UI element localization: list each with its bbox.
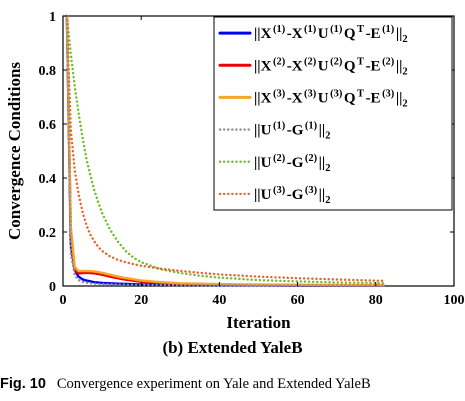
legend-text-part: (1) [382,24,395,35]
legend-text-part: -E [366,26,381,42]
convergence-chart: 0 20 40 60 80 100 0 0.2 0.4 0.6 0.8 1 Iteration Co… [5,10,465,332]
legend-text-part: Q [344,90,356,106]
legend-entry: ||U (3) -G (3) ||2 [254,185,330,206]
x-axis-ticks: 0 20 40 60 80 100 [60,16,465,308]
series-line-6 [65,14,385,283]
legend-text-part: ||U [254,155,272,171]
legend-entry: ||U (1) -G (1) ||2 [254,121,330,142]
legend-text-part: ||X [254,90,272,106]
legend-text-part: || [319,123,326,139]
legend-text-part: || [319,155,326,171]
legend-text-part: ||U [254,187,272,203]
legend-text-part: (1) [273,121,286,132]
legend-entry: ||X (1) -X (1) U (1) Q T -E (1) ||2 [254,24,408,45]
legend-text-part: (3) [273,185,286,196]
legend-text-part: 2 [325,131,330,142]
legend-text-part: -X [287,26,303,42]
legend-text-part: (3) [305,185,318,196]
legend: ||X (1) -X (1) U (1) Q T -E (1) ||2||X (2) -X (2) U (2)… [213,16,453,211]
y-tick-label: 1 [49,10,56,25]
legend-text-part: 2 [325,195,330,206]
x-tick-label: 60 [291,293,305,308]
x-axis-label: Iteration [226,313,291,332]
y-axis-ticks: 0 0.2 0.4 0.6 0.8 1 [39,10,454,295]
legend-text-part: -X [287,90,303,106]
x-tick-label: 0 [60,293,67,308]
y-tick-label: 0.8 [39,64,57,79]
legend-text-part: (3) [304,88,317,99]
x-tick-label: 20 [134,293,148,308]
legend-entry: ||X (2) -X (2) U (2) Q T -E (2) ||2 [254,56,408,77]
legend-text-part: T [357,24,364,35]
y-tick-label: 0.2 [39,226,57,241]
legend-text-part: 2 [402,34,407,45]
legend-text-part: 2 [402,66,407,77]
legend-box [213,16,453,211]
x-tick-label: 40 [212,293,226,308]
y-tick-label: 0.6 [39,118,57,133]
series-line-4 [65,14,385,287]
legend-text-part: -X [287,58,303,74]
legend-text-part: Q [344,26,356,42]
legend-entry: ||X (3) -X (3) U (3) Q T -E (3) ||2 [254,88,408,109]
plot-lines [65,14,385,287]
legend-text-part: || [396,90,403,106]
legend-text-part: (2) [382,56,395,67]
legend-text-part: -E [366,58,381,74]
legend-text-part: ||X [254,26,272,42]
legend-text-part: -G [287,155,304,171]
y-tick-label: 0 [49,280,56,295]
legend-text-part: ||U [254,123,272,139]
legend-text-part: (1) [304,24,317,35]
legend-text-part: || [319,187,326,203]
legend-text-part: (2) [273,56,286,67]
subfigure-caption: (b) Extended YaleB [162,338,303,357]
legend-text-part: (3) [382,88,395,99]
legend-text-part: (3) [273,88,286,99]
series-line-3 [65,14,385,287]
figure-caption: Fig. 10 Convergence experiment on Yale a… [0,376,465,393]
x-tick-label: 80 [369,293,383,308]
legend-text-part: -G [287,187,304,203]
legend-text-part: (2) [273,153,286,164]
y-axis-label: Convergence Conditions [5,62,24,240]
figure-label: Fig. 10 [0,376,46,392]
legend-text-part: (2) [304,56,317,67]
legend-text-part: (1) [273,24,286,35]
legend-text-part: (3) [330,88,343,99]
legend-text-part: (2) [330,56,343,67]
legend-text-part: U [318,90,329,106]
legend-text-part: U [318,26,329,42]
legend-text-part: T [357,56,364,67]
figure-caption-text: Convergence experiment on Yale and Exten… [56,376,371,392]
legend-text-part: ||X [254,58,272,74]
legend-text-part: Q [344,58,356,74]
legend-text-part: 2 [325,163,330,174]
series-line-5 [65,14,385,285]
y-tick-label: 0.4 [39,172,57,187]
legend-text-part: T [357,88,364,99]
legend-text-part: (1) [305,121,318,132]
legend-text-part: (1) [330,24,343,35]
legend-text-part: || [396,58,403,74]
legend-entry: ||U (2) -G (2) ||2 [254,153,330,174]
legend-text-part: U [318,58,329,74]
legend-text-part: || [396,26,403,42]
legend-text-part: (2) [305,153,318,164]
x-tick-label: 100 [444,293,465,308]
legend-text-part: -E [366,90,381,106]
legend-text-part: -G [287,123,304,139]
legend-text-part: 2 [402,98,407,109]
